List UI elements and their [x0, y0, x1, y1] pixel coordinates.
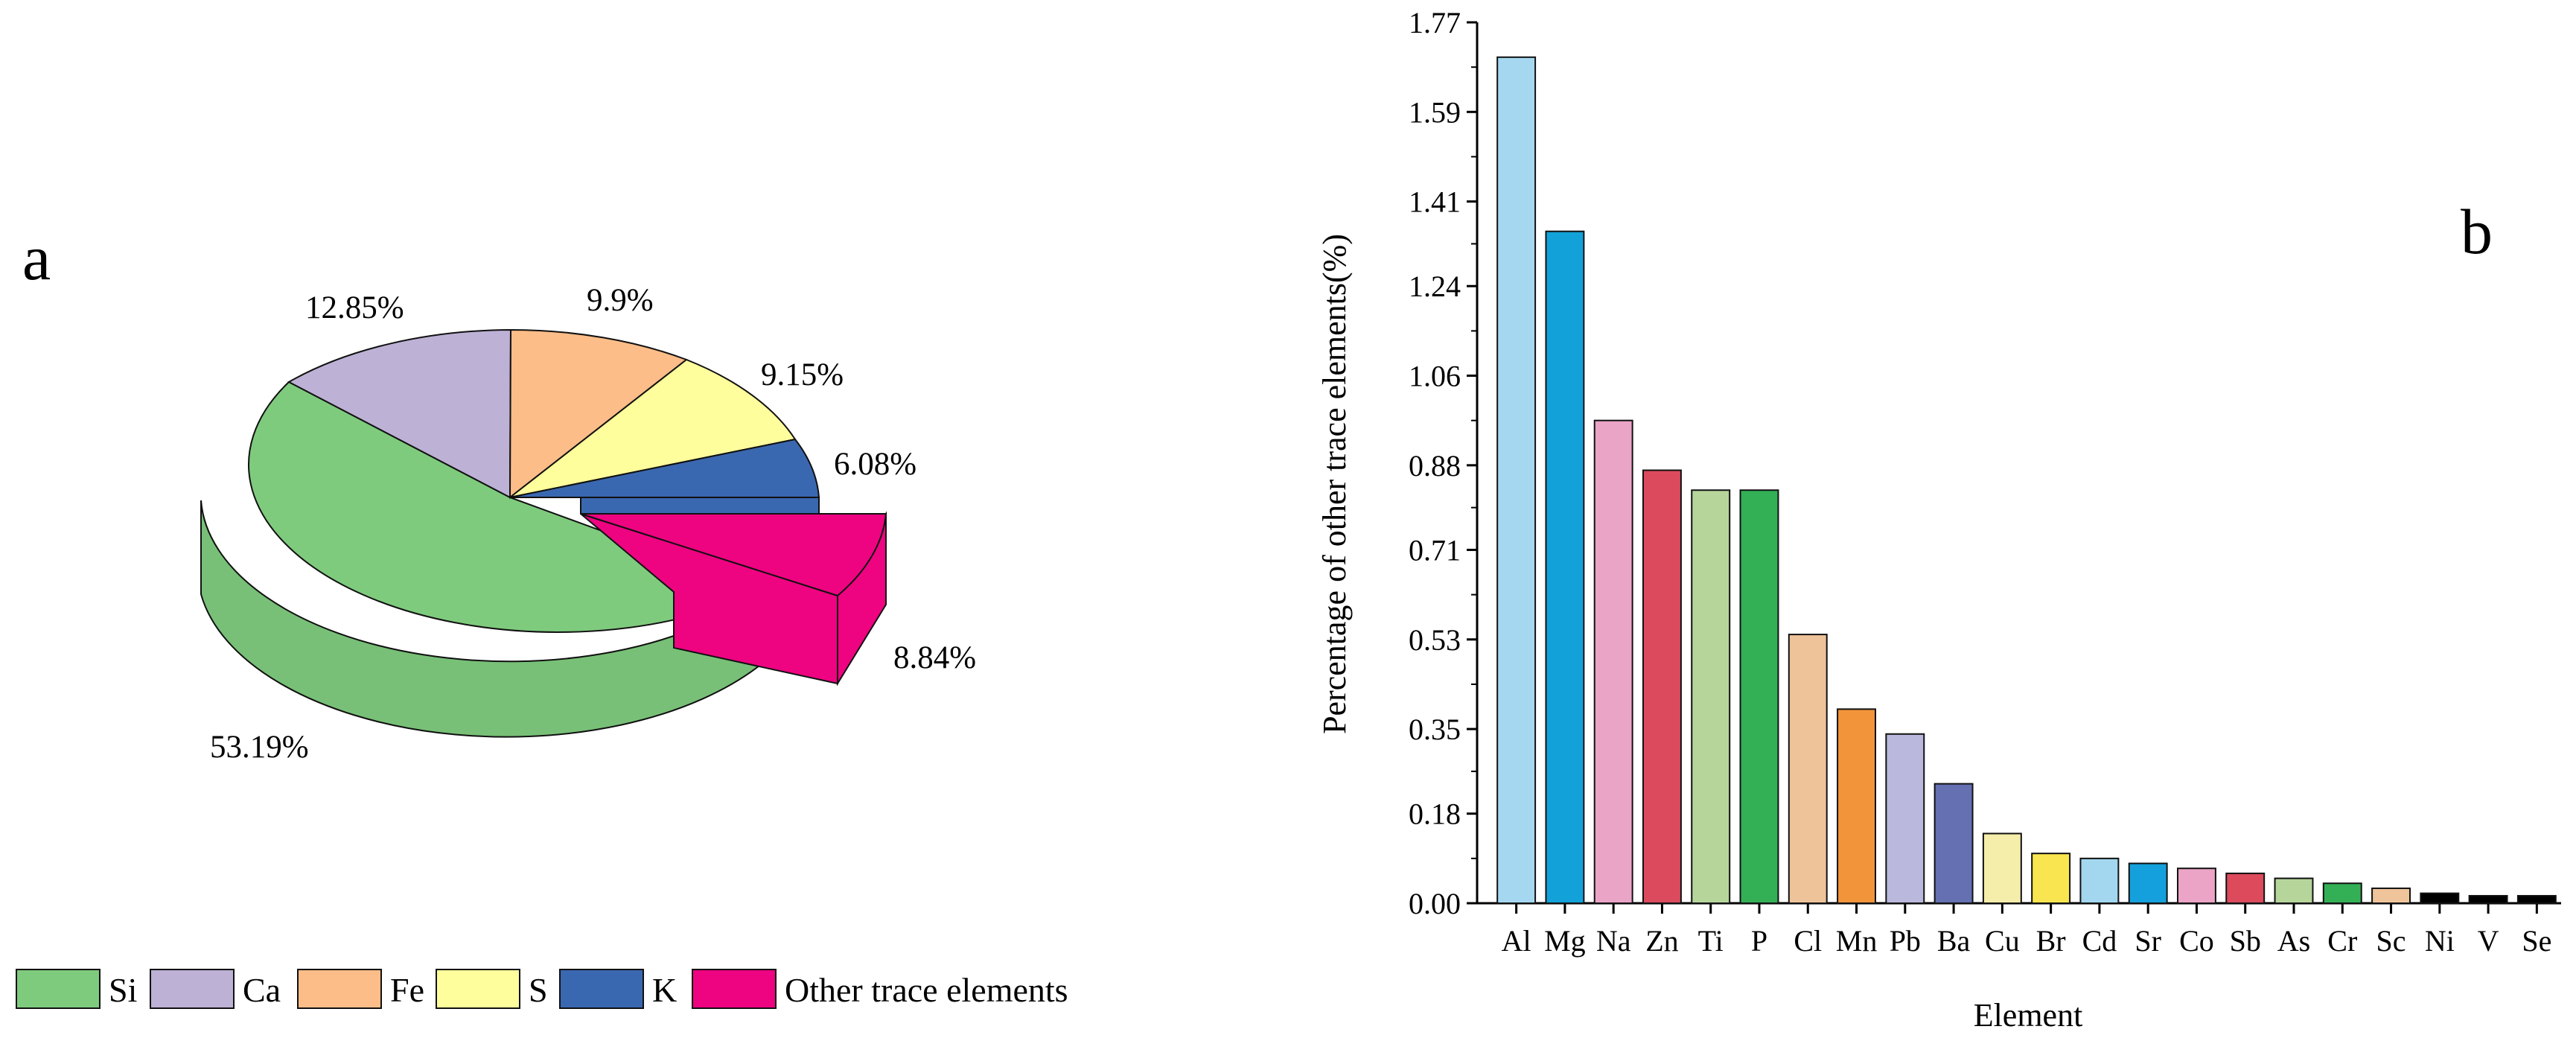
bar-chart-panel: b Percentage of other trace elements(%) … [1316, 6, 2561, 1034]
pie-chart-panel: a 12.85% 9.9% 9.15% 6.08% 8.84% 53.19% S… [16, 222, 1068, 1009]
bar-br [2031, 853, 2071, 904]
bar-as [2274, 877, 2314, 904]
x-tick-label: Sr [2135, 924, 2161, 958]
x-tick-label: Cu [1985, 924, 2020, 958]
bar-sr [2128, 862, 2168, 905]
pie-slice-si [248, 381, 765, 633]
x-tick-label: Ni [2425, 924, 2455, 958]
x-tick-label: Co [2179, 924, 2214, 958]
bar-zn [1642, 469, 1682, 904]
bar-se [2516, 894, 2557, 905]
y-tick-label: 0.71 [1409, 533, 1461, 567]
bar-p [1739, 489, 1779, 904]
bar-co [2176, 867, 2216, 905]
pie-slice-other [580, 513, 887, 597]
bar-ba [1933, 783, 1974, 905]
x-tick-label: Pb [1890, 924, 1921, 958]
y-tick-label: 1.06 [1409, 360, 1461, 393]
x-tick-label: Cr [2327, 924, 2357, 958]
bar-na [1593, 419, 1633, 904]
bar-cl [1788, 634, 1828, 904]
x-tick-label: Mn [1836, 924, 1878, 958]
bar-al [1496, 56, 1537, 905]
x-tick-label: Zn [1645, 924, 1678, 958]
pie-slice-si-side-shade [201, 500, 763, 737]
legend-label-s: S [529, 971, 548, 1009]
bar-pb [1885, 733, 1925, 905]
bar-mg [1545, 230, 1585, 904]
legend-swatch-s [436, 969, 520, 1009]
x-tick-label: Sc [2376, 924, 2406, 958]
bar-sc [2371, 887, 2411, 904]
x-axis-title: Element [1974, 997, 2083, 1034]
bar-ti [1691, 489, 1731, 904]
y-axis-title: Percentage of other trace elements(%) [1316, 234, 1353, 734]
y-tick-label: 0.35 [1409, 713, 1461, 746]
x-tick-label: P [1751, 924, 1767, 958]
bar-cu [1982, 832, 2022, 904]
bar-cd [2079, 857, 2120, 904]
legend-swatch-other [692, 969, 777, 1009]
y-tick-label: 0.00 [1409, 887, 1461, 920]
pie-label-other: 8.84% [893, 640, 976, 675]
y-tick-label: 1.59 [1409, 95, 1461, 129]
pie-slice-fe [508, 328, 689, 500]
x-tick-label: As [2277, 924, 2310, 958]
x-tick-label: Ba [1937, 924, 1971, 958]
x-tick-label: Ti [1698, 924, 1724, 958]
legend-label-ca: Ca [243, 971, 281, 1009]
x-tick-label: Mg [1544, 924, 1586, 958]
panel-label-a: a [22, 222, 51, 293]
pie-label-s: 9.15% [761, 357, 844, 392]
legend-swatch-ca [150, 969, 235, 1009]
x-tick-label: Se [2522, 924, 2551, 958]
bar-ni [2420, 892, 2460, 905]
pie-label-si: 53.19% [210, 730, 309, 765]
y-tick-label: 0.88 [1409, 449, 1461, 483]
pie-label-k: 6.08% [834, 447, 916, 482]
y-tick-label: 1.77 [1409, 6, 1461, 39]
legend-label-si: Si [109, 971, 137, 1009]
bar-marks [1496, 56, 2557, 905]
pie-slice-k [509, 438, 820, 498]
x-tick-label: Al [1502, 924, 1531, 958]
legend-swatch-fe [297, 969, 382, 1009]
x-tick-label: Cd [2082, 924, 2117, 958]
x-tick-label: Sb [2230, 924, 2261, 958]
legend-label-other: Other trace elements [785, 971, 1068, 1009]
y-tick-label: 0.18 [1409, 797, 1461, 831]
y-tick-label: 0.53 [1409, 623, 1461, 657]
y-tick-label: 1.41 [1409, 185, 1461, 219]
pie-label-fe: 9.9% [587, 283, 654, 318]
bar-v [2468, 894, 2508, 905]
y-tick-label: 1.24 [1409, 270, 1461, 303]
pie-slice-ca [287, 328, 512, 499]
legend-swatch-k [559, 969, 644, 1009]
pie-legend: Si Ca Fe S K Other trace elements [16, 969, 1068, 1009]
x-tick-label: Br [2036, 924, 2066, 958]
bar-mn [1837, 708, 1877, 904]
legend-swatch-si [16, 969, 101, 1009]
pie-slice-s [509, 358, 797, 498]
bar-sb [2225, 872, 2266, 905]
x-tick-label: V [2478, 924, 2499, 958]
x-tick-label: Cl [1794, 924, 1822, 958]
x-tick-label: Na [1596, 924, 1631, 958]
pie-slice-k-side [580, 497, 820, 515]
panel-label-b: b [2461, 196, 2493, 267]
legend-label-fe: Fe [390, 971, 424, 1009]
legend-label-k: K [652, 971, 677, 1009]
bar-cr [2322, 882, 2362, 904]
pie-label-ca: 12.85% [305, 290, 404, 325]
